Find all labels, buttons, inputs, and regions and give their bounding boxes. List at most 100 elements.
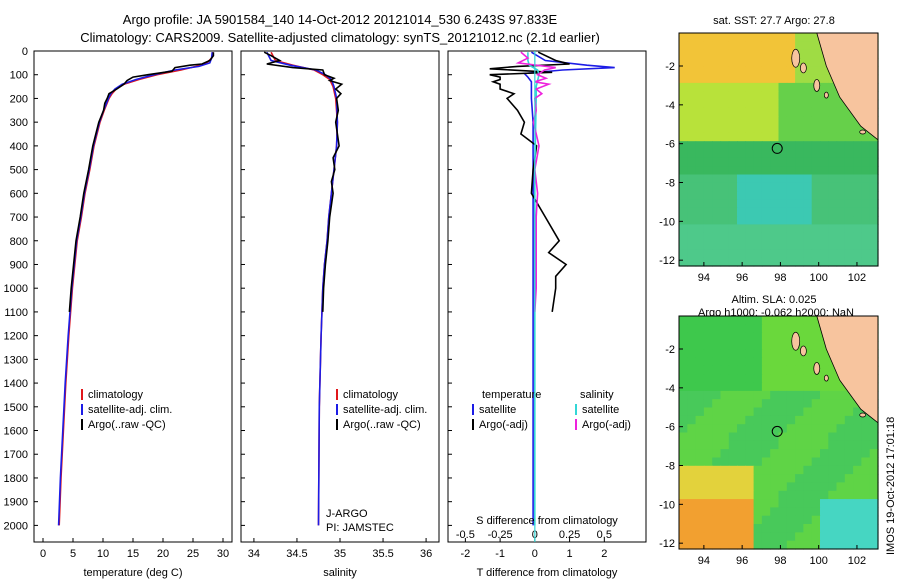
depth-tick-label: 1600 bbox=[4, 426, 28, 438]
map-cell bbox=[703, 432, 713, 442]
map-cell bbox=[770, 440, 780, 450]
map-cell bbox=[820, 507, 829, 517]
map-cell bbox=[753, 515, 763, 525]
map-cell bbox=[811, 332, 821, 342]
map-cell bbox=[869, 482, 879, 492]
temperature-panel-frame bbox=[33, 50, 233, 543]
map-cell bbox=[679, 224, 688, 234]
map-cell bbox=[761, 374, 771, 384]
map-cell bbox=[869, 207, 879, 217]
map-cell bbox=[720, 182, 730, 192]
map-cell bbox=[687, 465, 697, 475]
map-cell bbox=[820, 415, 829, 425]
map-cell bbox=[745, 349, 755, 359]
map-cell bbox=[745, 482, 755, 492]
map-cell bbox=[753, 316, 763, 325]
map-cell bbox=[811, 41, 821, 51]
map-cell bbox=[745, 124, 755, 134]
map-cell bbox=[720, 499, 730, 508]
map-cell bbox=[795, 182, 804, 192]
map-cell bbox=[803, 390, 813, 400]
map-cell bbox=[687, 149, 697, 159]
map-cell bbox=[745, 341, 755, 350]
map-cell bbox=[770, 332, 780, 342]
map-cell bbox=[795, 107, 804, 117]
map-cell bbox=[695, 232, 705, 242]
map-cell bbox=[836, 499, 846, 508]
map-cell bbox=[687, 241, 697, 250]
legend-label: climatology bbox=[88, 389, 144, 401]
map-cell bbox=[778, 182, 788, 192]
map-cell bbox=[786, 157, 796, 167]
map-cell bbox=[687, 415, 697, 425]
map-cell bbox=[844, 449, 854, 458]
map-cell bbox=[753, 199, 763, 209]
map-cell bbox=[703, 449, 713, 458]
map-cell bbox=[836, 415, 846, 425]
map-cell bbox=[761, 232, 771, 242]
map-cell bbox=[828, 149, 838, 159]
map-cell bbox=[761, 132, 771, 142]
map-cell bbox=[820, 99, 829, 109]
depth-tick-label: 400 bbox=[10, 141, 28, 153]
map-cell bbox=[770, 349, 780, 359]
map-cell bbox=[703, 524, 713, 533]
map-cell bbox=[687, 66, 697, 76]
map-cell bbox=[803, 191, 813, 200]
series-line-climatology bbox=[58, 52, 214, 526]
map-cell bbox=[761, 507, 771, 517]
map-cell bbox=[786, 332, 796, 342]
map-cell bbox=[795, 440, 804, 450]
map-cell bbox=[795, 399, 804, 409]
map-cell bbox=[820, 515, 829, 525]
map-cell bbox=[770, 232, 780, 242]
map-cell bbox=[811, 499, 821, 508]
map-cell bbox=[820, 399, 829, 409]
map-cell bbox=[828, 490, 838, 500]
series-line-argo-raw-qc- bbox=[263, 51, 344, 312]
map-cell bbox=[703, 191, 713, 200]
s-tick-label: 0.5 bbox=[597, 529, 612, 541]
map-cell bbox=[844, 191, 854, 200]
map-cell bbox=[761, 332, 771, 342]
map-cell bbox=[811, 457, 821, 467]
map-cell bbox=[737, 224, 746, 234]
map-cell bbox=[728, 124, 738, 134]
map-cell bbox=[728, 82, 738, 92]
map-cell bbox=[728, 532, 738, 542]
temperature-panel: 0 5 10 15 20 25 30 climatology satellite-adj. cl… bbox=[40, 52, 229, 560]
map-cell bbox=[786, 474, 796, 483]
map-cell bbox=[844, 515, 854, 525]
map-cell bbox=[695, 58, 705, 67]
map-cell bbox=[861, 515, 871, 525]
map-cell bbox=[703, 540, 713, 550]
map-cell bbox=[795, 524, 804, 533]
map-cell bbox=[745, 382, 755, 392]
map-cell bbox=[737, 507, 746, 517]
map-cell bbox=[853, 157, 862, 167]
depth-tick-label: 0 bbox=[22, 46, 28, 58]
map-cell bbox=[869, 132, 879, 142]
map-cell bbox=[703, 249, 713, 259]
map-cell bbox=[737, 174, 746, 184]
map-cell bbox=[869, 174, 879, 184]
map-cell bbox=[695, 132, 705, 142]
x-tick-label: -2 bbox=[460, 548, 470, 560]
x-tick-label: 35 bbox=[334, 548, 346, 560]
map-cell bbox=[687, 199, 697, 209]
map-cell bbox=[687, 74, 697, 84]
map-cell bbox=[828, 465, 838, 475]
argo-position-marker bbox=[771, 425, 783, 437]
lat-tick-label: -6 bbox=[665, 139, 675, 151]
map-cell bbox=[770, 199, 780, 209]
map-cell bbox=[687, 316, 697, 325]
map-cell bbox=[828, 191, 838, 200]
map-cell bbox=[820, 382, 829, 392]
map-cell bbox=[853, 257, 862, 267]
map-cell bbox=[745, 524, 755, 533]
map-cell bbox=[786, 432, 796, 442]
map-cell bbox=[786, 191, 796, 200]
map-cell bbox=[836, 424, 846, 434]
map-cell bbox=[803, 182, 813, 192]
map-cell bbox=[695, 249, 705, 259]
